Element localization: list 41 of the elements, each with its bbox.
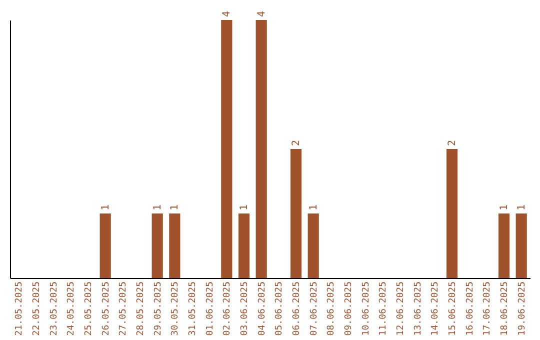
data-label: 2: [291, 140, 302, 146]
x-tick-label: 18.06.2025: [500, 282, 510, 336]
x-tick-label: 21.05.2025: [14, 282, 25, 336]
x-tick-label: 27.05.2025: [118, 282, 129, 336]
x-tick-label: 19.06.2025: [517, 282, 528, 336]
x-tick-label: 28.05.2025: [136, 282, 146, 336]
data-label: 4: [222, 10, 233, 17]
x-tick-label: 23.05.2025: [49, 282, 60, 336]
x-tick-label: 01.06.2025: [205, 282, 216, 336]
x-tick-label: 07.06.2025: [309, 282, 320, 336]
x-tick-label: 02.06.2025: [222, 282, 233, 336]
x-tick-label: 10.06.2025: [361, 282, 372, 336]
x-tick-label: 06.06.2025: [292, 282, 302, 336]
x-tick-label: 15.06.2025: [448, 282, 458, 336]
data-label: 1: [152, 204, 164, 210]
x-tick-label: 29.05.2025: [153, 282, 164, 336]
data-label: 4: [256, 10, 268, 17]
x-tick-label: 24.05.2025: [66, 282, 77, 336]
data-label: 1: [239, 204, 250, 210]
x-tick-label: 08.06.2025: [326, 282, 337, 336]
x-tick-label: 31.05.2025: [188, 282, 198, 336]
x-tick-label: 25.05.2025: [84, 282, 94, 336]
x-tick-label: 03.06.2025: [240, 282, 250, 336]
x-tick-label: 16.06.2025: [465, 282, 476, 336]
x-tick-label: 26.05.2025: [101, 282, 112, 336]
x-tick-label: 22.05.2025: [32, 282, 42, 336]
data-label: 1: [170, 204, 181, 210]
x-tick-label: 05.06.2025: [274, 282, 285, 336]
x-tick-label: 14.06.2025: [430, 282, 441, 336]
x-tick-label: 13.06.2025: [413, 282, 424, 336]
data-label: 1: [499, 204, 510, 210]
x-tick-label: 04.06.2025: [257, 282, 268, 336]
data-label: 1: [516, 204, 528, 210]
data-label: 2: [447, 140, 458, 146]
data-label: 1: [308, 204, 320, 210]
x-tick-label: 12.06.2025: [396, 282, 406, 336]
x-tick-label: 09.06.2025: [344, 282, 354, 336]
x-tick-label: 17.06.2025: [482, 282, 493, 336]
data-label: 1: [100, 204, 112, 210]
x-tick-label: 11.06.2025: [378, 282, 389, 336]
x-tick-label: 30.05.2025: [170, 282, 181, 336]
